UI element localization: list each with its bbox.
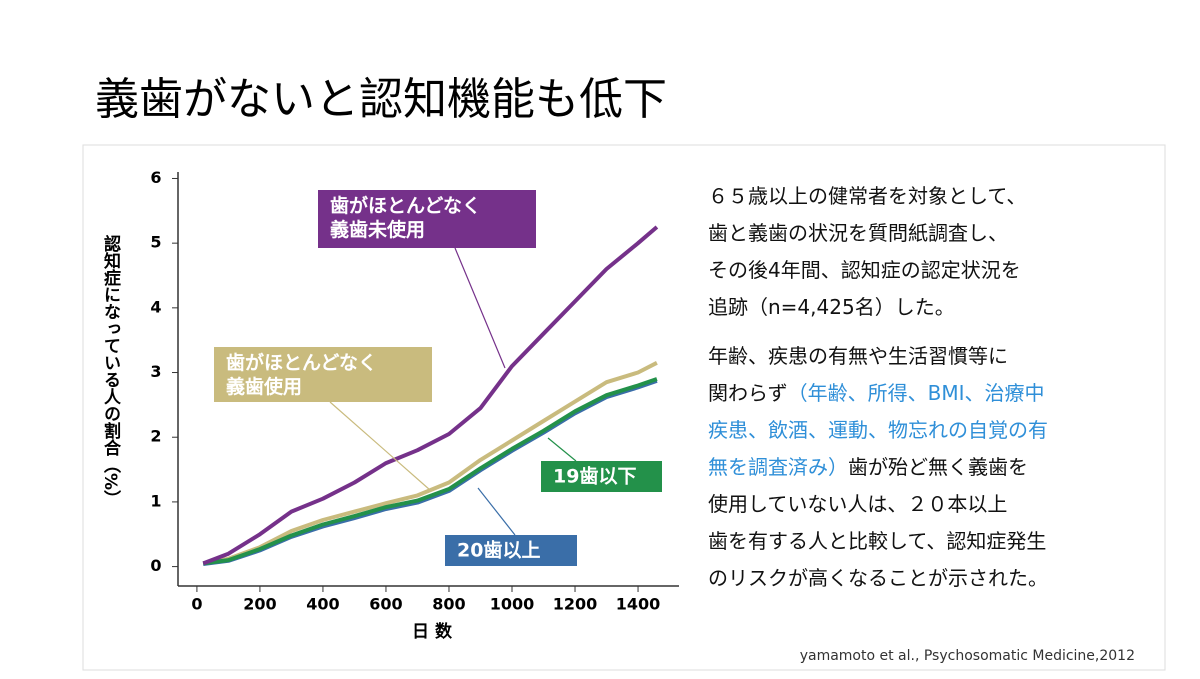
legend-box xyxy=(318,190,536,248)
y-tick-label: 6 xyxy=(150,168,161,187)
legend-box xyxy=(214,347,432,402)
description-text: 追跡（n=4,425名）した。 xyxy=(708,295,955,319)
description-text: 歯が殆ど無く義歯を xyxy=(848,455,1028,479)
y-tick-label: 4 xyxy=(150,297,161,316)
citation: yamamoto et al., Psychosomatic Medicine,… xyxy=(800,648,1135,664)
y-tick-label: 0 xyxy=(150,556,161,575)
y-tick-label: 5 xyxy=(150,233,161,252)
x-tick-label: 200 xyxy=(243,595,276,614)
description-line: 疾患、飲酒、運動、物忘れの自覚の有 xyxy=(708,418,1048,442)
legend-label: 19歯以下 xyxy=(553,464,636,487)
description-text: （年齢、所得、BMI、治療中 xyxy=(788,381,1045,405)
description-text: のリスクが高くなることが示された。 xyxy=(708,566,1048,590)
description-text: 年齢、疾患の有無や生活習慣等に xyxy=(708,344,1008,368)
x-tick-label: 800 xyxy=(432,595,465,614)
description-line: 歯と義歯の状況を質問紙調査し、 xyxy=(708,221,1008,245)
description-line: 年齢、疾患の有無や生活習慣等に xyxy=(708,344,1008,368)
x-tick-label: 600 xyxy=(369,595,402,614)
legend-label: 歯がほとんどなく義歯未使用 xyxy=(330,194,481,241)
x-axis-label: 日 数 xyxy=(412,621,453,642)
description-line: その後4年間、認知症の認定状況を xyxy=(708,258,1021,282)
description-text: 無を調査済み） xyxy=(708,455,848,479)
description-text: 疾患、飲酒、運動、物忘れの自覚の有 xyxy=(708,418,1048,442)
y-tick-label: 2 xyxy=(150,427,161,446)
x-tick-label: 1200 xyxy=(553,595,598,614)
x-tick-label: 1000 xyxy=(490,595,535,614)
y-tick-label: 1 xyxy=(150,491,161,510)
series-line xyxy=(202,377,658,566)
annotation-arrow xyxy=(329,401,431,491)
description-line: 無を調査済み）歯が殆ど無く義歯を xyxy=(708,455,1028,479)
y-axis-label: 認知症になっている人の割合（%） xyxy=(100,234,122,507)
slide-title: 義歯がないと認知機能も低下 xyxy=(95,74,667,125)
x-tick-label: 0 xyxy=(191,595,202,614)
description-line: 追跡（n=4,425名）した。 xyxy=(708,295,955,319)
legend-label: 歯がほとんどなく義歯使用 xyxy=(226,351,377,398)
legend-box xyxy=(541,461,662,492)
annotation-arrow xyxy=(477,487,516,536)
description-line: 使用していない人は、２０本以上 xyxy=(708,492,1007,516)
series-line xyxy=(202,361,658,566)
annotation-arrow xyxy=(547,437,577,462)
description-text: 歯を有する人と比較して、認知症発生 xyxy=(708,529,1046,553)
description-line: 歯を有する人と比較して、認知症発生 xyxy=(708,529,1046,553)
description-line: のリスクが高くなることが示された。 xyxy=(708,566,1048,590)
description-line: ６５歳以上の健常者を対象として、 xyxy=(708,184,1026,208)
description-text: その後4年間、認知症の認定状況を xyxy=(708,258,1021,282)
annotation-arrow xyxy=(454,247,506,369)
description-text: 関わらず xyxy=(708,381,788,405)
legend-box xyxy=(445,535,577,566)
legend-label: 20歯以上 xyxy=(457,538,540,561)
y-tick-label: 3 xyxy=(150,362,161,381)
description-line: 関わらず（年齢、所得、BMI、治療中 xyxy=(708,381,1044,405)
x-tick-label: 400 xyxy=(306,595,339,614)
description-text: 使用していない人は、２０本以上 xyxy=(708,492,1007,516)
x-tick-label: 1400 xyxy=(616,595,661,614)
description-text: ６５歳以上の健常者を対象として、 xyxy=(708,184,1026,208)
description-text: 歯と義歯の状況を質問紙調査し、 xyxy=(708,221,1008,245)
series-line xyxy=(202,225,659,566)
panel xyxy=(82,144,1166,671)
